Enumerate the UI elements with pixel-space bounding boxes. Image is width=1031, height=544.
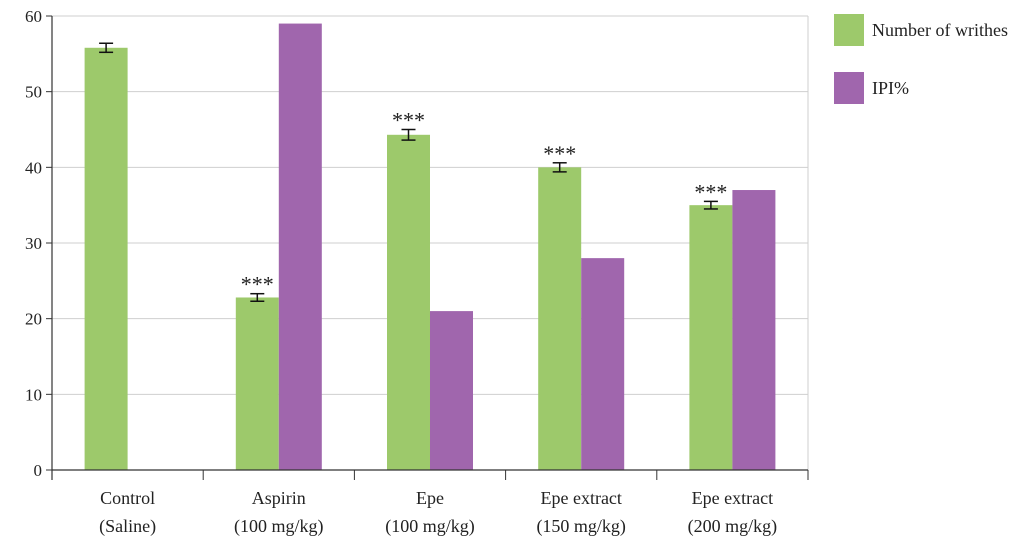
x-category-label-line: Aspirin xyxy=(252,488,306,508)
legend: Number of writhes IPI% xyxy=(834,14,1008,104)
x-category-label-line: (100 mg/kg) xyxy=(385,516,475,537)
bar xyxy=(538,167,582,471)
x-category-label: Epe (100 mg/kg) xyxy=(385,488,475,537)
x-category-label-line: Epe extract xyxy=(692,488,773,508)
bar xyxy=(278,23,322,471)
x-category-label: Epe extract (150 mg/kg) xyxy=(536,488,626,537)
significance-label: *** xyxy=(543,141,576,166)
y-tick-label: 60 xyxy=(25,7,42,26)
bar xyxy=(732,190,776,471)
x-category-label-line: (150 mg/kg) xyxy=(536,516,626,537)
bar xyxy=(581,258,625,470)
y-tick-label: 10 xyxy=(25,385,42,404)
bar xyxy=(689,205,733,470)
x-category-label-line: Epe extract xyxy=(540,488,621,508)
legend-swatch xyxy=(834,72,864,104)
bar xyxy=(430,311,473,470)
y-tick-label: 40 xyxy=(25,158,42,177)
bar xyxy=(235,297,279,470)
legend-swatch xyxy=(834,14,864,46)
x-category-label-line: Control xyxy=(100,488,155,508)
y-tick-label: 50 xyxy=(25,83,42,102)
x-category-label-line: (Saline) xyxy=(99,516,156,537)
x-category-label-line: (200 mg/kg) xyxy=(688,516,778,537)
bar xyxy=(84,47,128,470)
x-category-label-line: Epe xyxy=(416,488,444,508)
axes: 0 10 20 30 40 50 60 Control (Saline) Aspirin (100 … xyxy=(25,7,809,537)
legend-label: Number of writhes xyxy=(872,20,1008,40)
bars: *** *** *** *** xyxy=(84,23,776,471)
bar xyxy=(387,134,430,470)
legend-label: IPI% xyxy=(872,78,909,98)
y-tick-label: 0 xyxy=(34,461,43,480)
x-category-label: Control (Saline) xyxy=(99,488,156,537)
x-category-label: Epe extract (200 mg/kg) xyxy=(688,488,778,537)
y-tick-label: 30 xyxy=(25,234,42,253)
significance-label: *** xyxy=(694,179,727,204)
x-category-label: Aspirin (100 mg/kg) xyxy=(234,488,324,537)
y-tick-label: 20 xyxy=(25,310,42,329)
x-category-label-line: (100 mg/kg) xyxy=(234,516,324,537)
significance-label: *** xyxy=(241,272,274,297)
significance-label: *** xyxy=(392,108,425,133)
